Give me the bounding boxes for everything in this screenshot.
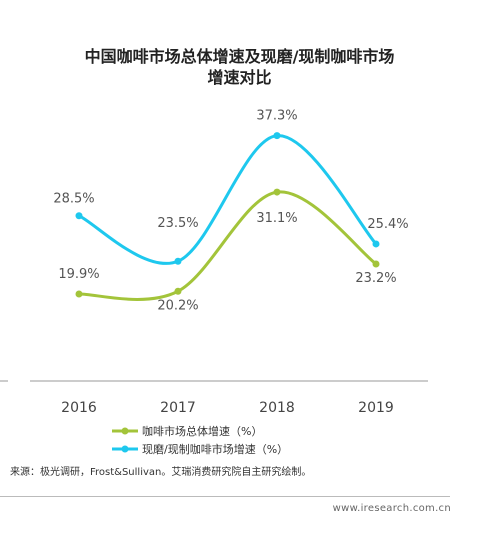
data-label: 31.1% bbox=[256, 211, 297, 226]
data-label: 23.5% bbox=[157, 216, 198, 231]
source-note: 来源：极光调研，Frost&Sullivan。艾瑞消费研究院自主研究绘制。 bbox=[10, 467, 312, 478]
series-line-1 bbox=[78, 190, 377, 301]
footer-url: www.iresearch.com.cn bbox=[332, 503, 451, 514]
chart-title: 中国咖啡市场总体增速及现磨/现制咖啡市场 增速对比 bbox=[0, 46, 479, 88]
series-2-point bbox=[174, 257, 182, 265]
chart-title-line-1: 中国咖啡市场总体增速及现磨/现制咖啡市场 bbox=[84, 47, 395, 66]
footer-divider bbox=[0, 496, 450, 497]
series-2-point bbox=[273, 132, 281, 140]
data-label: 25.4% bbox=[367, 217, 408, 232]
legend-swatch-marker bbox=[121, 427, 129, 435]
series-1-point bbox=[75, 290, 83, 298]
series-2-point bbox=[75, 212, 83, 220]
legend-label: 现磨/现制咖啡市场增速（%） bbox=[142, 442, 288, 456]
legend-swatch-marker bbox=[121, 445, 129, 453]
series-1-point bbox=[273, 188, 281, 196]
series-2-point bbox=[372, 240, 380, 248]
series-1-point bbox=[372, 260, 380, 268]
data-label: 28.5% bbox=[53, 192, 94, 207]
legend-label: 咖啡市场总体增速（%） bbox=[142, 424, 262, 438]
x-tick-label: 2017 bbox=[160, 400, 196, 416]
x-tick-label: 2016 bbox=[61, 400, 97, 416]
chart-title-line-2: 增速对比 bbox=[207, 68, 272, 87]
data-label: 23.2% bbox=[355, 271, 396, 286]
x-tick-label: 2019 bbox=[358, 400, 394, 416]
series-line-2 bbox=[78, 134, 378, 265]
line-chart: 2016 2017 2018 2019 19.9% 20.2% 31.1% 23.2% 28.5… bbox=[0, 109, 428, 456]
data-label: 19.9% bbox=[58, 267, 99, 282]
x-tick-label: 2018 bbox=[259, 400, 295, 416]
series-1-point bbox=[174, 287, 182, 295]
data-label: 37.3% bbox=[256, 109, 297, 124]
data-label: 20.2% bbox=[157, 298, 198, 313]
